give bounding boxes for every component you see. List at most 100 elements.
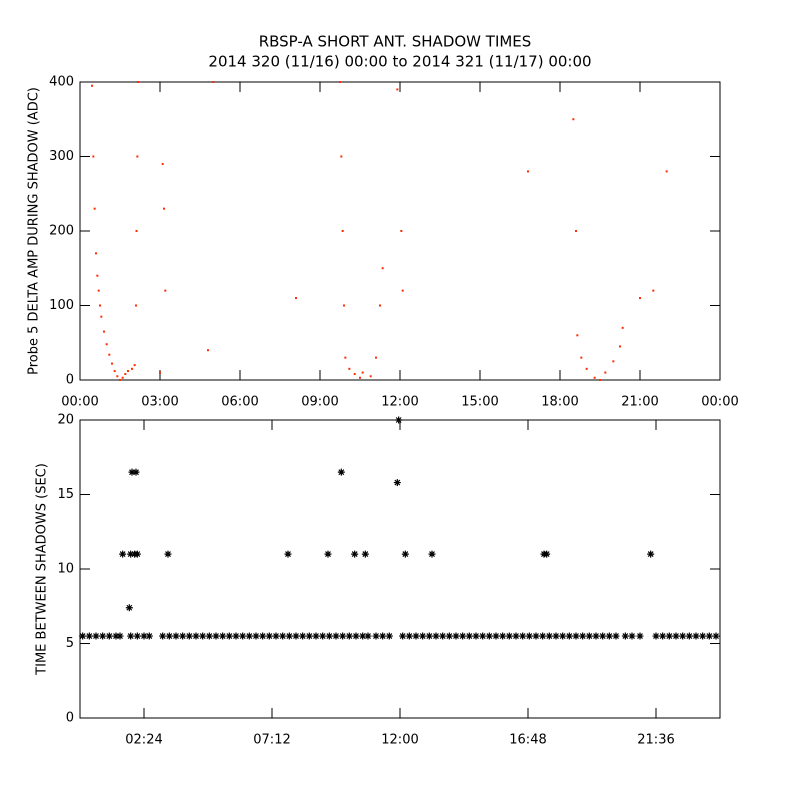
data-point	[401, 289, 404, 292]
data-point	[499, 632, 507, 640]
data-point	[621, 326, 624, 329]
data-point	[299, 632, 307, 640]
data-point	[599, 632, 607, 640]
y-axis-label: TIME BETWEEN SHADOWS (SEC)	[35, 463, 50, 676]
x-tick-label: 06:00	[221, 395, 258, 410]
data-point	[199, 632, 207, 640]
chart-title: RBSP-A SHORT ANT. SHADOW TIMES	[259, 33, 532, 51]
data-point	[405, 632, 413, 640]
data-point	[108, 353, 111, 356]
data-point	[619, 345, 621, 348]
data-point	[636, 632, 644, 640]
data-point	[647, 550, 655, 558]
data-point	[572, 118, 575, 121]
plot-frame	[79, 419, 721, 719]
data-point	[161, 162, 164, 165]
y-tick-label: 100	[49, 298, 74, 313]
data-point	[325, 632, 333, 640]
data-point	[341, 230, 344, 232]
data-point	[445, 632, 453, 640]
data-point	[116, 632, 124, 640]
data-point	[505, 632, 513, 640]
data-point	[565, 632, 573, 640]
x-tick-label: 02:24	[125, 733, 162, 748]
data-point	[452, 632, 460, 640]
data-point	[295, 297, 297, 300]
data-point	[344, 356, 347, 359]
data-point	[212, 632, 220, 640]
x-tick-label: 12:00	[381, 395, 418, 410]
data-point	[705, 632, 713, 640]
data-point	[639, 297, 641, 300]
data-point	[119, 379, 121, 381]
data-point	[337, 468, 345, 476]
data-point	[545, 632, 553, 640]
data-point	[245, 632, 253, 640]
y-tick-label: 5	[66, 636, 74, 651]
data-point	[133, 364, 136, 367]
data-point	[412, 632, 420, 640]
data-point	[140, 632, 148, 640]
data-point	[585, 367, 588, 370]
data-point	[585, 632, 593, 640]
data-point	[192, 632, 200, 640]
data-point	[145, 632, 153, 640]
data-point	[527, 170, 529, 173]
data-point	[319, 632, 327, 640]
data-point	[127, 550, 135, 558]
data-point	[364, 632, 372, 640]
data-point	[539, 632, 547, 640]
data-point	[395, 416, 403, 424]
data-point	[343, 304, 345, 307]
data-point	[375, 356, 377, 359]
data-point	[225, 632, 233, 640]
data-point	[605, 632, 613, 640]
data-point	[239, 632, 247, 640]
data-point	[599, 379, 601, 381]
data-point	[672, 632, 680, 640]
data-point	[472, 632, 480, 640]
data-point	[99, 632, 107, 640]
data-point	[292, 632, 300, 640]
data-point	[552, 632, 560, 640]
data-point	[485, 632, 493, 640]
data-point	[95, 252, 97, 255]
data-point	[127, 370, 129, 373]
data-point	[425, 632, 433, 640]
data-point	[96, 274, 99, 277]
data-point	[179, 632, 187, 640]
data-point	[135, 230, 138, 232]
data-point	[612, 632, 620, 640]
data-point	[712, 632, 720, 640]
data-point	[361, 550, 369, 558]
data-point	[532, 632, 540, 640]
data-point	[97, 289, 100, 292]
data-point	[685, 632, 693, 640]
data-point	[379, 632, 387, 640]
data-point	[592, 632, 600, 640]
data-point	[133, 550, 141, 558]
data-point	[99, 304, 101, 307]
data-point	[172, 632, 180, 640]
data-point	[525, 632, 533, 640]
data-point	[119, 550, 127, 558]
data-point	[113, 370, 116, 373]
data-point	[132, 468, 140, 476]
data-point	[580, 356, 583, 359]
data-point	[131, 367, 133, 370]
data-point	[401, 550, 409, 558]
data-point	[212, 81, 215, 83]
y-axis-label: Probe 5 DELTA AMP DURING SHADOW (ADC)	[27, 87, 42, 375]
x-tick-label: 00:00	[61, 395, 98, 410]
y-tick-label: 20	[57, 413, 74, 428]
y-tick-label: 200	[49, 224, 74, 239]
data-point	[519, 632, 527, 640]
data-point	[576, 334, 579, 337]
data-point	[621, 632, 629, 640]
data-point	[428, 550, 436, 558]
data-point	[163, 207, 165, 210]
data-point	[492, 632, 500, 640]
data-point	[205, 632, 213, 640]
data-point	[164, 289, 167, 292]
data-point	[112, 632, 120, 640]
